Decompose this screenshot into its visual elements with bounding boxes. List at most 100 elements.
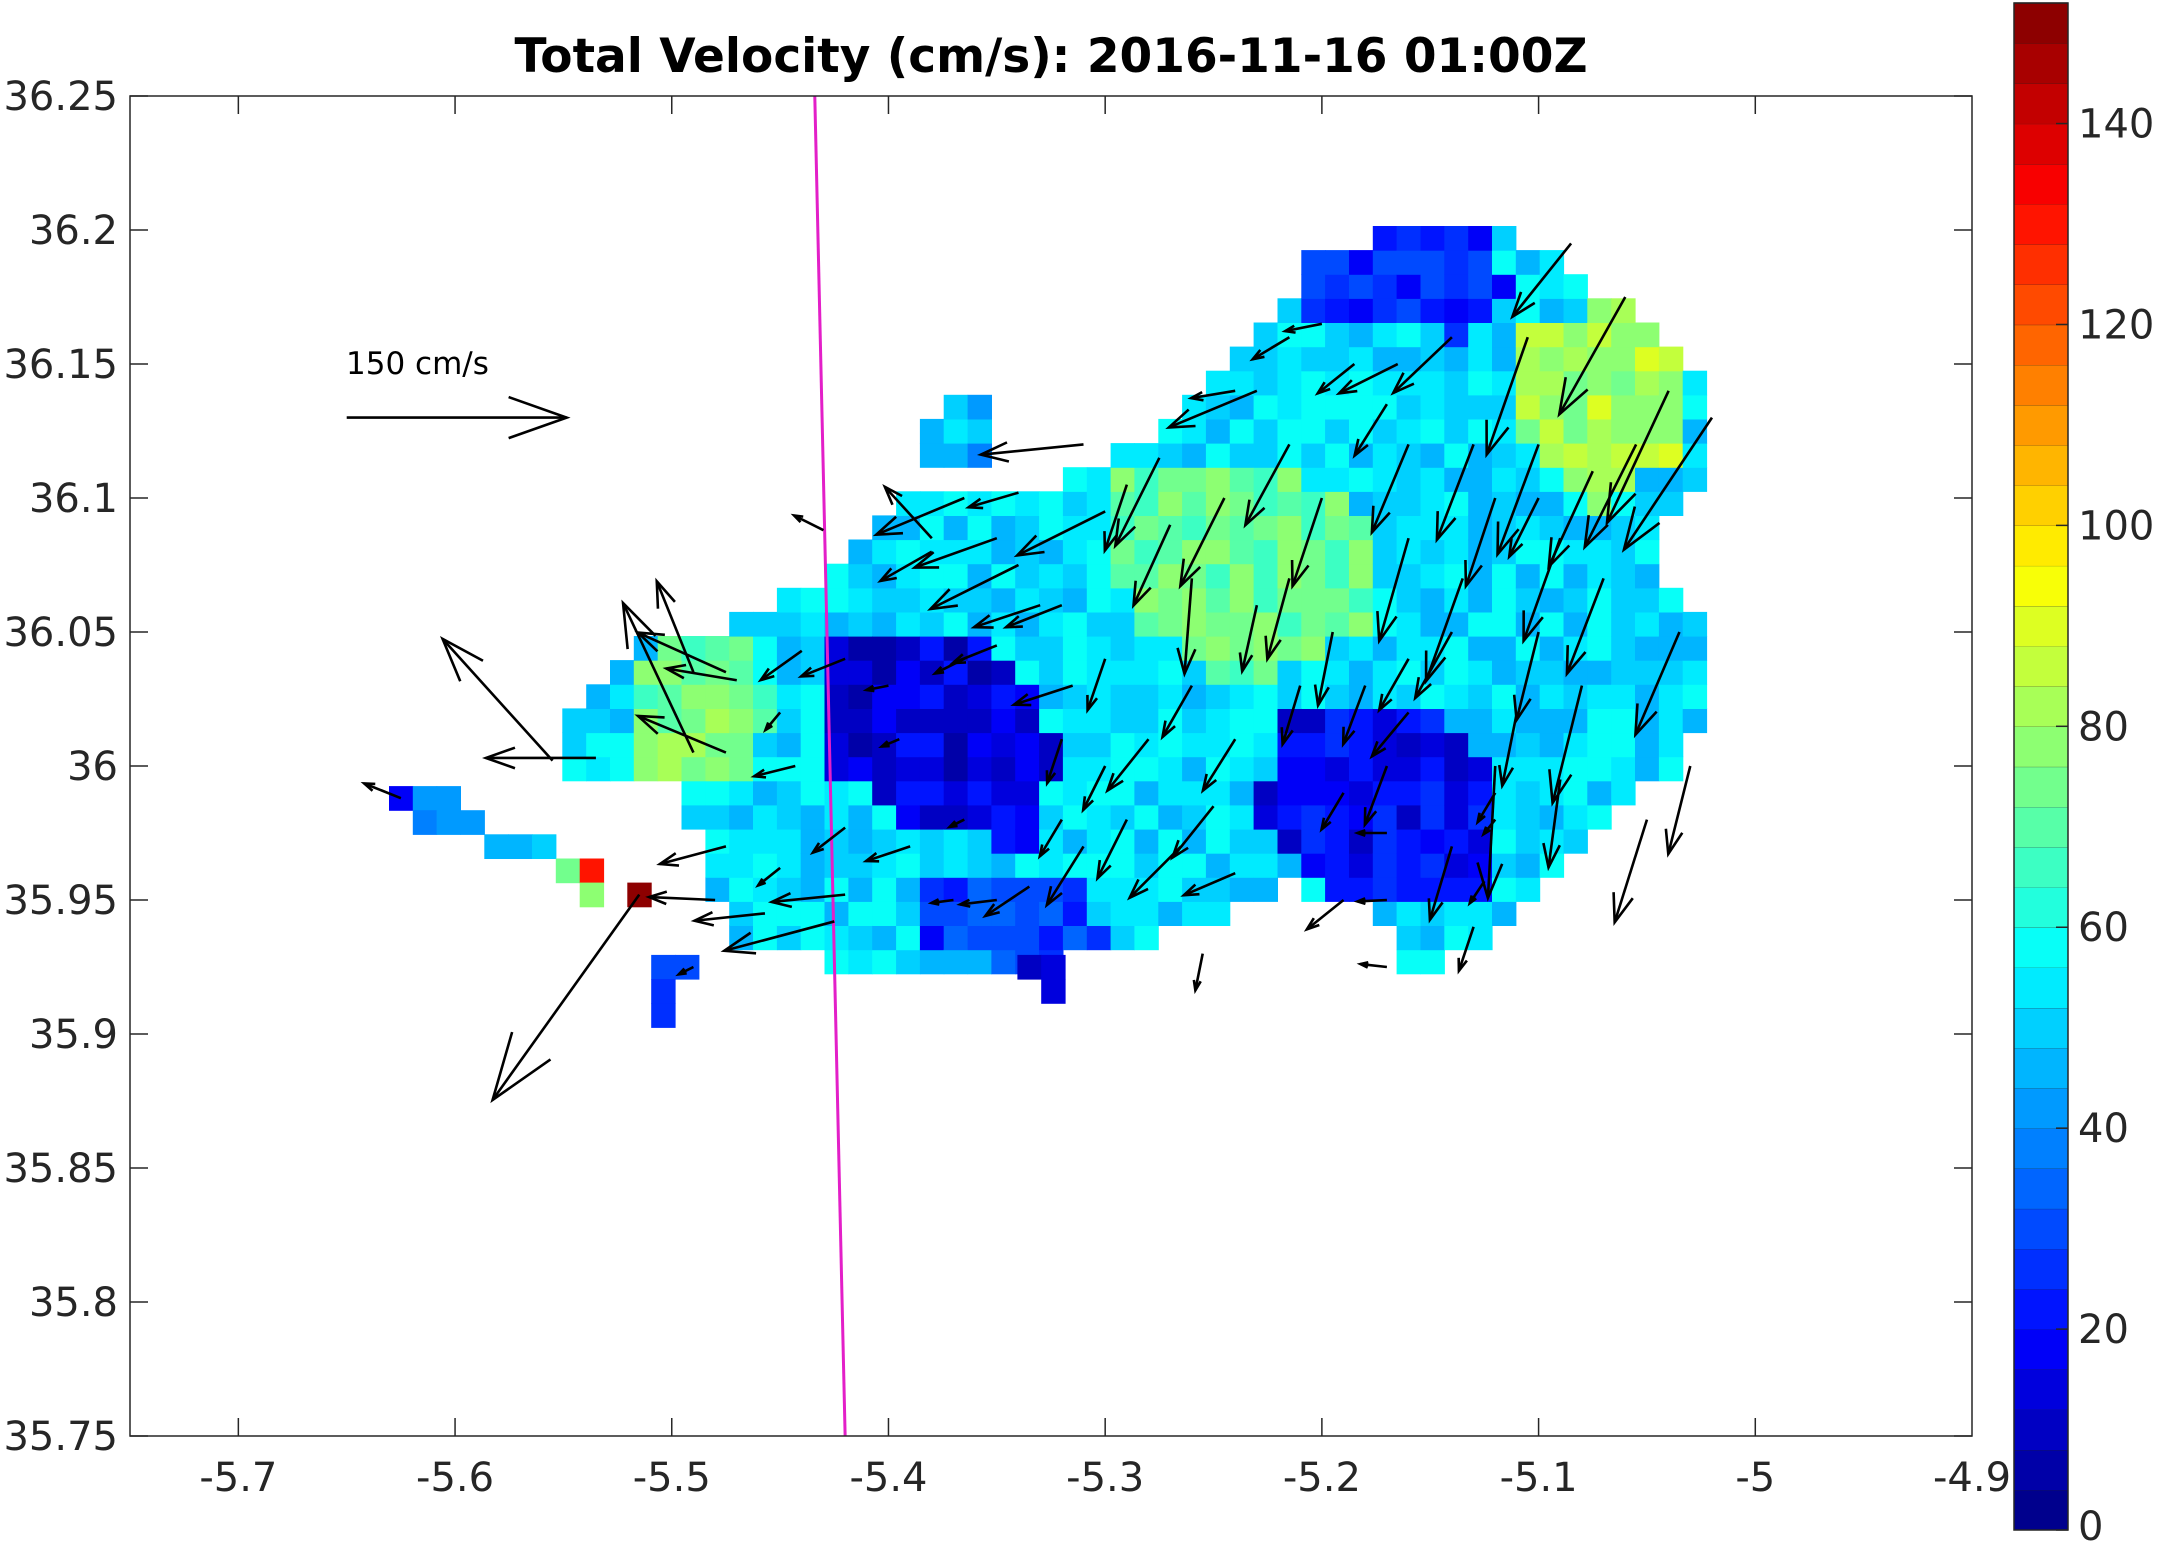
velocity-cell bbox=[1468, 370, 1493, 396]
velocity-cell bbox=[729, 660, 754, 685]
velocity-cell bbox=[800, 587, 826, 613]
velocity-cell bbox=[1539, 708, 1565, 734]
velocity-vector bbox=[1341, 685, 1367, 748]
velocity-cell bbox=[1349, 467, 1374, 492]
velocity-cell bbox=[776, 829, 802, 854]
velocity-vector bbox=[927, 898, 954, 906]
velocity-cell bbox=[1301, 780, 1326, 806]
velocity-cell bbox=[1420, 780, 1445, 806]
velocity-cell bbox=[943, 684, 969, 709]
velocity-cell bbox=[1015, 708, 1040, 734]
transect-line bbox=[813, 96, 847, 1436]
velocity-vector-shaft bbox=[1244, 443, 1291, 526]
velocity-cell bbox=[991, 732, 1016, 758]
velocity-cell bbox=[1349, 394, 1374, 420]
velocity-cell bbox=[1444, 226, 1469, 251]
velocity-cell bbox=[1563, 804, 1588, 830]
velocity-cell bbox=[896, 756, 921, 782]
velocity-cell bbox=[657, 756, 683, 782]
velocity-cell bbox=[896, 949, 921, 975]
velocity-vector-shaft bbox=[914, 536, 998, 569]
velocity-vector bbox=[1605, 390, 1670, 527]
velocity-vector-shaft bbox=[1045, 738, 1064, 784]
velocity-cell bbox=[1086, 660, 1112, 685]
velocity-cell bbox=[1396, 274, 1421, 299]
velocity-vector-head bbox=[1352, 438, 1369, 459]
velocity-cell bbox=[1587, 539, 1612, 565]
velocity-cell bbox=[1301, 708, 1326, 734]
velocity-cell bbox=[1372, 877, 1398, 902]
velocity-cell bbox=[1468, 684, 1493, 709]
velocity-cell bbox=[705, 756, 730, 782]
velocity-vector-shaft bbox=[1613, 819, 1649, 923]
colorbar: 0 20 40 60 80 100 120 140 bbox=[2013, 2, 2154, 1544]
velocity-vector bbox=[862, 684, 889, 693]
velocity-vector bbox=[790, 513, 825, 532]
velocity-cell bbox=[919, 829, 945, 854]
velocity-cell bbox=[1420, 418, 1445, 444]
velocity-vector-head bbox=[1044, 885, 1063, 909]
velocity-vector bbox=[1485, 336, 1529, 459]
velocity-vector bbox=[755, 866, 781, 888]
velocity-cell bbox=[1158, 611, 1183, 637]
colorbar-level bbox=[2014, 806, 2068, 848]
velocity-cell bbox=[1229, 877, 1255, 902]
velocity-cell bbox=[1563, 611, 1588, 637]
velocity-cell bbox=[1468, 298, 1493, 323]
velocity-cell bbox=[896, 925, 921, 951]
velocity-cell bbox=[1110, 467, 1135, 492]
velocity-cell bbox=[1372, 346, 1398, 372]
velocity-cell bbox=[1372, 226, 1398, 251]
velocity-cell bbox=[1301, 660, 1326, 685]
velocity-vector-head bbox=[1485, 419, 1510, 459]
velocity-cell bbox=[729, 901, 754, 926]
y-tick-label: 35.95 bbox=[3, 878, 118, 924]
velocity-cell bbox=[967, 515, 992, 541]
velocity-vector-head bbox=[1131, 580, 1152, 610]
velocity-cell bbox=[1515, 370, 1541, 396]
velocity-cell bbox=[1253, 515, 1278, 541]
velocity-vector-shaft bbox=[1457, 926, 1475, 972]
velocity-cell bbox=[1205, 539, 1231, 565]
velocity-vector bbox=[1467, 880, 1486, 907]
velocity-vector bbox=[1507, 497, 1540, 561]
velocity-cell bbox=[1444, 370, 1469, 396]
velocity-cell bbox=[919, 949, 945, 975]
velocity-cell bbox=[1134, 804, 1159, 830]
velocity-cell bbox=[753, 732, 778, 758]
velocity-cell bbox=[1039, 515, 1064, 541]
velocity-cell bbox=[1682, 467, 1708, 492]
velocity-cell bbox=[1372, 636, 1398, 661]
velocity-cell bbox=[1492, 853, 1517, 878]
velocity-cell bbox=[1349, 539, 1374, 565]
velocity-vector-head bbox=[662, 663, 687, 680]
velocity-cell bbox=[1325, 322, 1350, 348]
velocity-cell bbox=[1611, 370, 1636, 396]
velocity-cell bbox=[753, 684, 778, 709]
velocity-cell bbox=[1587, 418, 1612, 444]
velocity-cell bbox=[586, 708, 611, 734]
velocity-cell bbox=[1635, 322, 1660, 348]
velocity-cell bbox=[776, 660, 802, 685]
velocity-vector-head bbox=[767, 892, 793, 909]
velocity-cell bbox=[967, 418, 992, 444]
velocity-vector-shaft bbox=[1547, 779, 1562, 868]
velocity-cell bbox=[1444, 877, 1469, 902]
velocity-cell bbox=[1372, 901, 1398, 926]
velocity-vector bbox=[1376, 537, 1410, 645]
velocity-vector-shaft bbox=[1547, 470, 1594, 568]
velocity-cell bbox=[1062, 660, 1088, 685]
velocity-vector-head bbox=[1363, 807, 1378, 829]
velocity-vector bbox=[1413, 631, 1454, 702]
velocity-vector-head bbox=[1621, 506, 1661, 553]
velocity-vector-shaft bbox=[1357, 898, 1387, 903]
velocity-cell bbox=[1134, 636, 1159, 661]
velocity-vector-head bbox=[878, 740, 890, 749]
velocity-cell bbox=[1444, 901, 1469, 926]
velocity-vector-shaft bbox=[659, 845, 727, 866]
velocity-vector-head bbox=[1435, 511, 1457, 544]
velocity-cell bbox=[1205, 853, 1231, 878]
velocity-cell bbox=[1468, 829, 1493, 854]
velocity-cell bbox=[1611, 732, 1636, 758]
velocity-vector-head bbox=[655, 577, 676, 609]
